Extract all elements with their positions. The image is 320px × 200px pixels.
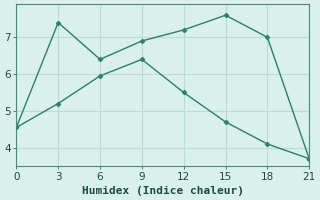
X-axis label: Humidex (Indice chaleur): Humidex (Indice chaleur) <box>82 186 244 196</box>
